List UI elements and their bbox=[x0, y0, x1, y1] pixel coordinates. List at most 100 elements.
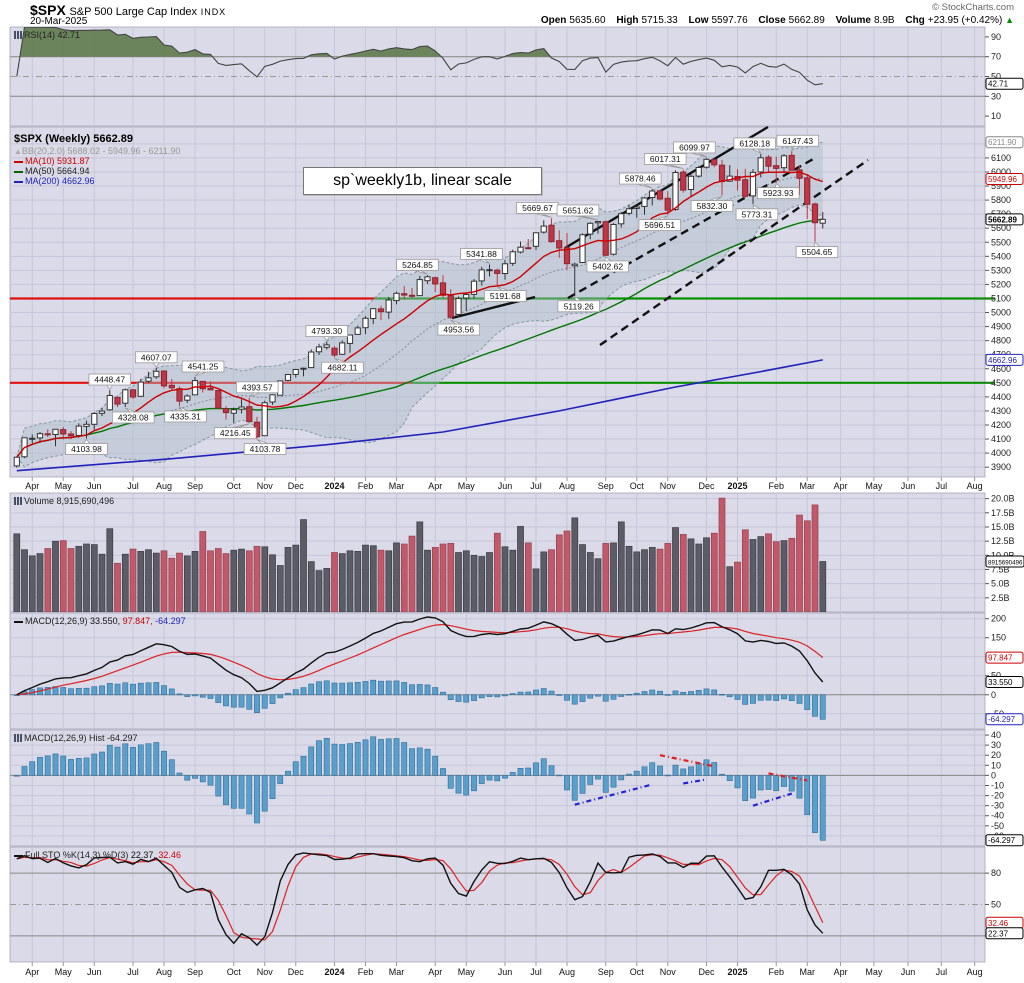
svg-text:4000: 4000 bbox=[991, 448, 1011, 458]
svg-text:Apr: Apr bbox=[834, 481, 848, 491]
svg-text:5832.30: 5832.30 bbox=[697, 201, 728, 211]
svg-text:4793.30: 4793.30 bbox=[311, 326, 342, 336]
svg-text:-50: -50 bbox=[991, 821, 1004, 831]
trendline bbox=[567, 156, 816, 300]
svg-text:6017.31: 6017.31 bbox=[650, 154, 681, 164]
svg-text:5200: 5200 bbox=[991, 279, 1011, 289]
svg-text:Apr: Apr bbox=[428, 967, 442, 977]
svg-text:Jun: Jun bbox=[498, 967, 513, 977]
svg-text:Aug: Aug bbox=[559, 481, 575, 491]
svg-text:2024: 2024 bbox=[324, 481, 344, 491]
svg-text:5669.67: 5669.67 bbox=[522, 203, 553, 213]
svg-text:5662.89: 5662.89 bbox=[988, 215, 1017, 224]
svg-text:150: 150 bbox=[991, 633, 1006, 643]
svg-text:4800: 4800 bbox=[991, 336, 1011, 346]
svg-text:6128.18: 6128.18 bbox=[739, 138, 770, 148]
svg-text:Oct: Oct bbox=[630, 481, 645, 491]
svg-text:4662.96: 4662.96 bbox=[988, 356, 1017, 365]
svg-text:4448.47: 4448.47 bbox=[94, 375, 125, 385]
svg-text:5341.88: 5341.88 bbox=[466, 249, 497, 259]
svg-text:5000: 5000 bbox=[991, 308, 1011, 318]
svg-text:Oct: Oct bbox=[630, 967, 645, 977]
svg-text:8915690496: 8915690496 bbox=[988, 560, 1023, 567]
svg-text:May: May bbox=[55, 481, 73, 491]
svg-text:Dec: Dec bbox=[698, 481, 715, 491]
svg-text:Feb: Feb bbox=[768, 481, 784, 491]
svg-text:50: 50 bbox=[991, 671, 1001, 681]
svg-text:Jun: Jun bbox=[498, 481, 513, 491]
svg-text:Aug: Aug bbox=[967, 481, 983, 491]
svg-text:5191.68: 5191.68 bbox=[490, 291, 521, 301]
svg-text:10: 10 bbox=[991, 111, 1001, 121]
svg-text:Nov: Nov bbox=[257, 481, 274, 491]
svg-text:Jun: Jun bbox=[901, 967, 916, 977]
svg-text:Mar: Mar bbox=[800, 967, 816, 977]
svg-text:5900: 5900 bbox=[991, 181, 1011, 191]
svg-text:70: 70 bbox=[991, 52, 1001, 62]
macd-panel-series bbox=[13, 616, 826, 720]
svg-text:97.847: 97.847 bbox=[988, 654, 1013, 663]
svg-text:Sep: Sep bbox=[187, 967, 203, 977]
svg-text:4103.98: 4103.98 bbox=[71, 444, 102, 454]
svg-text:17.5B: 17.5B bbox=[991, 508, 1015, 518]
svg-text:Mar: Mar bbox=[389, 481, 405, 491]
svg-text:5878.46: 5878.46 bbox=[625, 174, 656, 184]
svg-text:4607.07: 4607.07 bbox=[141, 352, 172, 362]
svg-text:Nov: Nov bbox=[660, 481, 677, 491]
svg-text:-40: -40 bbox=[991, 811, 1004, 821]
ma10-line bbox=[16, 171, 823, 458]
svg-text:4300: 4300 bbox=[991, 406, 1011, 416]
svg-text:5773.31: 5773.31 bbox=[742, 209, 773, 219]
svg-text:4335.31: 4335.31 bbox=[170, 411, 201, 421]
svg-text:Aug: Aug bbox=[156, 481, 172, 491]
svg-text:Nov: Nov bbox=[660, 967, 677, 977]
svg-text:Jul: Jul bbox=[936, 481, 948, 491]
svg-text:2025: 2025 bbox=[727, 967, 747, 977]
svg-text:80: 80 bbox=[991, 868, 1001, 878]
svg-text:2024: 2024 bbox=[324, 967, 344, 977]
svg-text:5696.51: 5696.51 bbox=[644, 220, 675, 230]
svg-text:-64.297: -64.297 bbox=[988, 836, 1016, 845]
weekly-candlesticks bbox=[13, 151, 826, 468]
svg-text:Feb: Feb bbox=[358, 967, 374, 977]
svg-text:5800: 5800 bbox=[991, 195, 1011, 205]
svg-text:-64.297: -64.297 bbox=[988, 715, 1016, 724]
svg-text:-20: -20 bbox=[991, 791, 1004, 801]
svg-text:Sep: Sep bbox=[187, 481, 203, 491]
svg-text:4100: 4100 bbox=[991, 434, 1011, 444]
svg-text:5504.65: 5504.65 bbox=[802, 247, 833, 257]
current-value-boxes: 42.71 6211.90 5949.96 5662.89 4662.96 8915690… bbox=[985, 77, 1024, 940]
svg-text:Jun: Jun bbox=[901, 481, 916, 491]
svg-text:22.37: 22.37 bbox=[988, 929, 1009, 938]
svg-text:-10: -10 bbox=[991, 781, 1004, 791]
svg-text:5400: 5400 bbox=[991, 251, 1011, 261]
svg-text:5923.93: 5923.93 bbox=[763, 188, 794, 198]
svg-text:May: May bbox=[865, 481, 883, 491]
svg-text:6211.90: 6211.90 bbox=[988, 138, 1017, 147]
svg-text:Apr: Apr bbox=[25, 481, 39, 491]
sto-k-line bbox=[16, 852, 824, 947]
svg-text:5300: 5300 bbox=[991, 265, 1011, 275]
svg-text:Aug: Aug bbox=[967, 967, 983, 977]
svg-text:40: 40 bbox=[991, 730, 1001, 740]
svg-text:10.0B: 10.0B bbox=[991, 550, 1015, 560]
svg-text:200: 200 bbox=[991, 614, 1006, 624]
svg-text:Sep: Sep bbox=[598, 481, 614, 491]
svg-text:Jun: Jun bbox=[87, 481, 102, 491]
svg-text:7.5B: 7.5B bbox=[991, 565, 1010, 575]
svg-text:50: 50 bbox=[991, 72, 1001, 82]
svg-text:10: 10 bbox=[991, 760, 1001, 770]
svg-text:5500: 5500 bbox=[991, 237, 1011, 247]
svg-text:3900: 3900 bbox=[991, 462, 1011, 472]
svg-text:5264.85: 5264.85 bbox=[402, 260, 433, 270]
right-axis-labels: 3900400041004200430044004500460047004800… bbox=[985, 32, 1015, 941]
svg-text:4103.78: 4103.78 bbox=[250, 444, 281, 454]
svg-text:May: May bbox=[458, 967, 476, 977]
svg-text:Apr: Apr bbox=[428, 481, 442, 491]
rsi-line bbox=[16, 27, 823, 86]
svg-text:4600: 4600 bbox=[991, 364, 1011, 374]
ma200-line bbox=[16, 359, 823, 472]
svg-text:Jul: Jul bbox=[936, 967, 948, 977]
svg-text:Oct: Oct bbox=[227, 481, 242, 491]
